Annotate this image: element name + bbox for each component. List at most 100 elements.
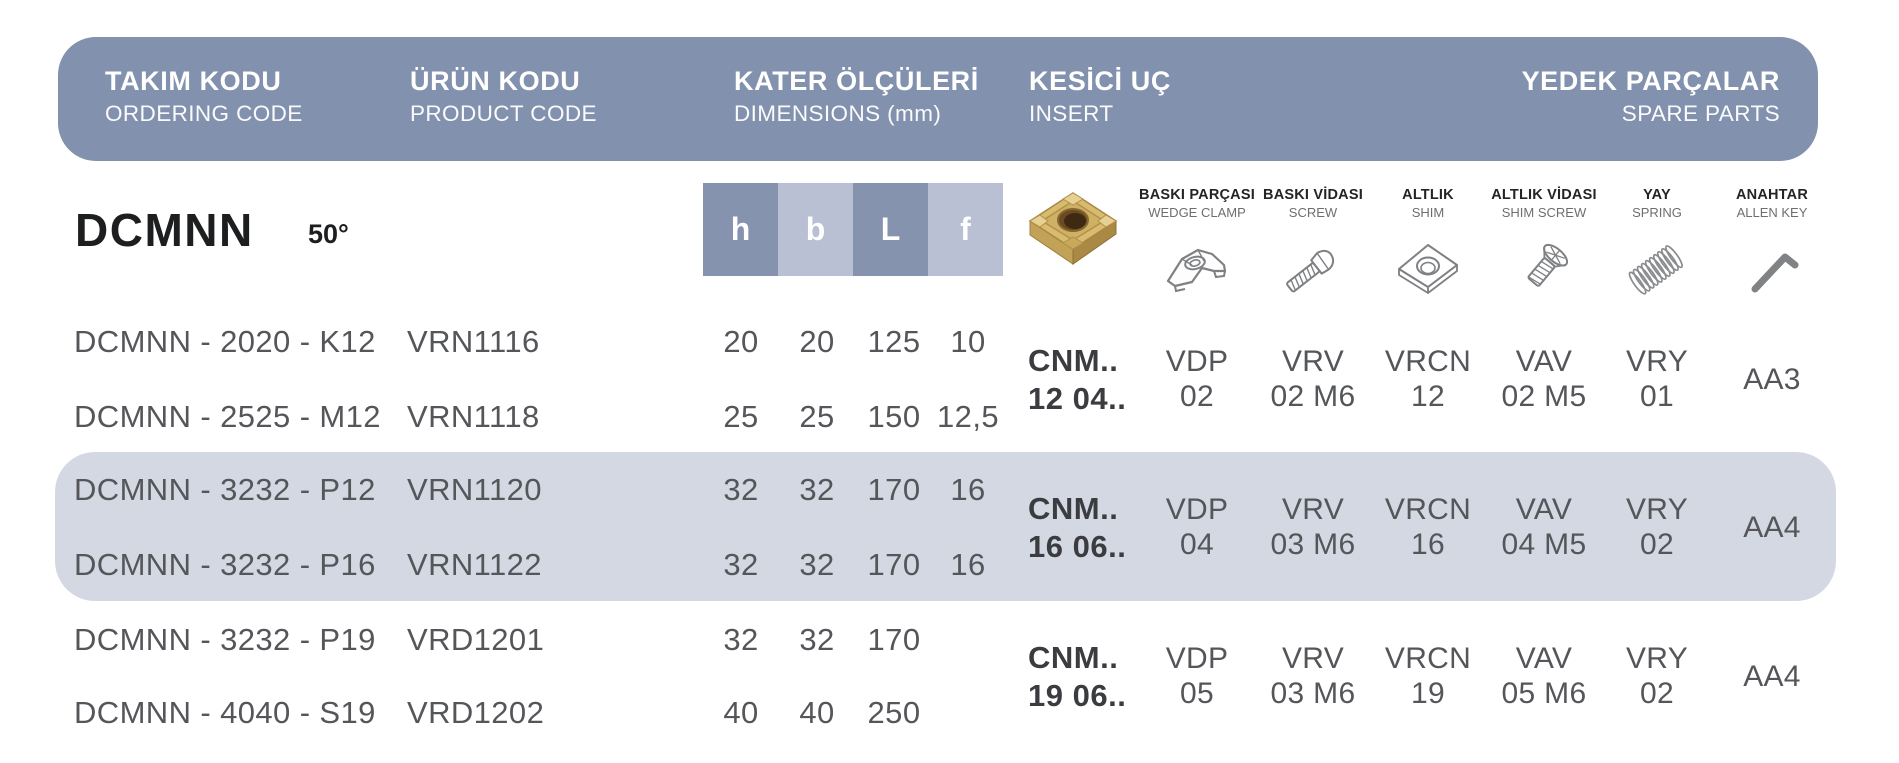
header-spare-parts: YEDEK PARÇALAR SPARE PARTS [1522,64,1780,129]
spare-col-title: BASKI VİDASI [1263,187,1363,203]
spare-col-shim-screw: ALTLIK VİDASI SHIM SCREW [1469,186,1619,307]
dim-h: 32 [723,547,759,582]
spring-code: VRY 02 [1625,642,1689,710]
spring-icon [1582,231,1732,307]
screw-icon [1238,231,1388,307]
header-ordering-code: TAKIM KODU ORDERING CODE [105,64,303,129]
dim-f: 16 [950,472,986,507]
allen-key-icon [1697,231,1847,307]
wedge-clamp-icon [1122,231,1272,307]
shim-screw-code: VAV 04 M5 [1501,493,1587,561]
insert-photo-icon [1026,188,1120,276]
header-title: ÜRÜN KODU [410,66,581,96]
header-subtitle: DIMENSIONS (mm) [734,101,942,126]
dim-b: 25 [799,399,835,434]
dim-header-b: b [778,183,853,276]
allen-key-code: AA3 [1743,363,1801,396]
shim-screw-icon [1469,231,1619,307]
spare-col-subtitle: SCREW [1288,205,1338,220]
tool-angle: 50° [308,219,349,249]
dim-h: 32 [723,622,759,657]
insert-code: CNM.. 19 06.. [1028,640,1127,713]
spare-col-title: ANAHTAR [1735,187,1808,203]
wedge-clamp-code: VDP 05 [1165,642,1229,710]
spare-col-shim: ALTLIK SHIM [1353,186,1503,307]
header-product-code: ÜRÜN KODU PRODUCT CODE [410,64,597,129]
spare-col-allen-key: ANAHTAR ALLEN KEY [1697,186,1847,307]
header-title: KATER ÖLÇÜLERİ [734,66,979,96]
header-subtitle: ORDERING CODE [105,101,303,126]
dim-L: 150 [867,399,921,434]
ordering-code: DCMNN - 2020 - K12 [74,324,376,359]
header-dimensions: KATER ÖLÇÜLERİ DIMENSIONS (mm) [734,64,979,129]
product-code: VRN1116 [407,324,540,359]
ordering-code: DCMNN - 2525 - M12 [74,399,381,434]
dim-f: 10 [950,324,986,359]
spring-code: VRY 02 [1625,493,1689,561]
table-header-bar: TAKIM KODU ORDERING CODE ÜRÜN KODU PRODU… [58,37,1818,161]
dim-header-f: f [928,183,1003,276]
dim-h: 25 [723,399,759,434]
dim-b: 40 [799,695,835,730]
dim-L: 170 [867,547,921,582]
ordering-code: DCMNN - 3232 - P19 [74,622,376,657]
dim-f: 12,5 [937,399,999,434]
insert-code: CNM.. 16 06.. [1028,491,1127,564]
spare-col-wedge-clamp: BASKI PARÇASI WEDGE CLAMP [1122,186,1272,307]
header-title: TAKIM KODU [105,66,282,96]
ordering-code: DCMNN - 3232 - P12 [74,472,376,507]
product-code: VRD1201 [407,622,545,657]
spare-col-title: ALTLIK [1402,187,1454,203]
ordering-code: DCMNN - 3232 - P16 [74,547,376,582]
dim-h: 20 [723,324,759,359]
header-title: YEDEK PARÇALAR [1521,66,1780,96]
spring-code: VRY 01 [1625,345,1689,413]
dim-b: 20 [799,324,835,359]
allen-key-code: AA4 [1743,511,1801,544]
tool-family-title: DCMNN [75,204,254,256]
insert-code: CNM.. 12 04.. [1028,343,1127,416]
shim-screw-code: VAV 05 M6 [1501,642,1587,710]
dimension-header-cells: h b L f [703,183,1003,276]
dim-L: 125 [867,324,921,359]
spare-col-subtitle: SHIM [1411,205,1445,220]
spare-col-title: YAY [1643,187,1671,203]
dim-f: 16 [950,547,986,582]
dim-L: 170 [867,622,921,657]
dim-h: 32 [723,472,759,507]
spare-col-subtitle: SHIM SCREW [1501,205,1587,220]
wedge-clamp-code: VDP 02 [1165,345,1229,413]
header-subtitle: SPARE PARTS [1621,101,1780,126]
shim-code: VRCN 12 [1384,345,1472,413]
highlight-band [55,452,1836,601]
dim-b: 32 [799,472,835,507]
dim-header-L: L [853,183,928,276]
spare-col-screw: BASKI VİDASI SCREW [1238,186,1388,307]
spare-col-title: ALTLIK VİDASI [1491,187,1597,203]
ordering-code: DCMNN - 4040 - S19 [74,695,376,730]
header-subtitle: INSERT [1029,101,1114,126]
spare-col-subtitle: WEDGE CLAMP [1148,205,1246,220]
header-title: KESİCİ UÇ [1029,66,1171,96]
header-subtitle: PRODUCT CODE [410,101,597,126]
product-code: VRN1118 [407,399,540,434]
screw-code: VRV 02 M6 [1270,345,1356,413]
dim-L: 250 [867,695,921,730]
shim-icon [1353,231,1503,307]
dim-header-h: h [703,183,778,276]
screw-code: VRV 03 M6 [1270,493,1356,561]
spare-col-subtitle: ALLEN KEY [1736,205,1808,220]
wedge-clamp-code: VDP 04 [1165,493,1229,561]
dim-b: 32 [799,547,835,582]
dim-h: 40 [723,695,759,730]
header-insert: KESİCİ UÇ INSERT [1029,64,1171,129]
shim-screw-code: VAV 02 M5 [1501,345,1587,413]
shim-code: VRCN 16 [1384,493,1472,561]
shim-code: VRCN 19 [1384,642,1472,710]
product-code: VRN1120 [407,472,542,507]
screw-code: VRV 03 M6 [1270,642,1356,710]
product-code: VRN1122 [407,547,542,582]
spare-col-subtitle: SPRING [1632,205,1682,220]
spare-col-spring: YAY SPRING [1582,186,1732,307]
